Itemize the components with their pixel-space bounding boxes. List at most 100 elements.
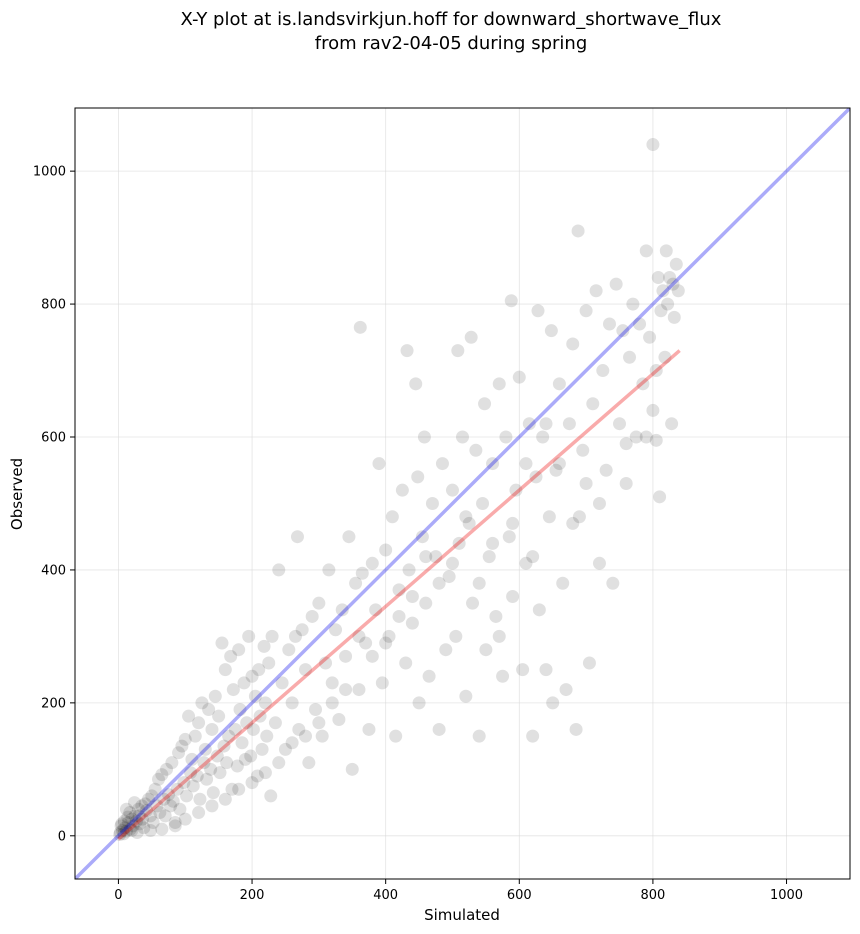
- chart-title: X-Y plot at is.landsvirkjun.hoff for dow…: [181, 9, 722, 30]
- data-point: [258, 696, 272, 710]
- data-point: [148, 782, 162, 796]
- y-tick-label: 800: [41, 298, 66, 313]
- data-point: [125, 812, 139, 826]
- data-point: [285, 696, 299, 710]
- data-point: [542, 510, 556, 524]
- data-point: [329, 623, 343, 637]
- data-point: [519, 457, 533, 471]
- data-point: [411, 470, 425, 484]
- data-point: [526, 550, 540, 564]
- data-point: [365, 649, 379, 663]
- data-point: [128, 809, 142, 823]
- data-point: [579, 477, 593, 491]
- data-point: [669, 257, 683, 271]
- data-point: [198, 742, 212, 756]
- data-point: [405, 590, 419, 604]
- data-point: [288, 629, 302, 643]
- data-point: [566, 516, 580, 530]
- data-point: [113, 825, 127, 839]
- data-point: [335, 603, 349, 617]
- data-point: [459, 510, 473, 524]
- data-point: [479, 643, 493, 657]
- data-point: [372, 457, 386, 471]
- data-point: [646, 138, 660, 152]
- data-point: [192, 716, 206, 730]
- data-point: [382, 629, 396, 643]
- data-point: [178, 732, 192, 746]
- data-point: [661, 297, 675, 311]
- data-point: [319, 656, 333, 670]
- data-point: [442, 570, 456, 584]
- data-point: [519, 556, 533, 570]
- data-point: [115, 817, 129, 831]
- data-point: [137, 821, 151, 835]
- data-point: [653, 490, 667, 504]
- data-point: [389, 729, 403, 743]
- data-point: [145, 789, 159, 803]
- data-point: [392, 609, 406, 623]
- y-tick-label: 400: [41, 563, 66, 578]
- data-point: [186, 779, 200, 793]
- data-point: [651, 270, 665, 284]
- data-point: [166, 794, 180, 808]
- data-point: [200, 772, 214, 786]
- data-point: [264, 789, 278, 803]
- data-point: [252, 663, 266, 677]
- data-point: [609, 277, 623, 291]
- data-point: [168, 816, 182, 830]
- data-point: [629, 430, 643, 444]
- data-point: [499, 430, 513, 444]
- data-point: [619, 437, 633, 451]
- data-point: [197, 756, 211, 770]
- data-point: [362, 722, 376, 736]
- data-point: [582, 656, 596, 670]
- y-tick-label: 200: [41, 696, 66, 711]
- grid: [75, 108, 850, 879]
- data-point: [238, 752, 252, 766]
- data-point: [253, 709, 267, 723]
- data-point: [419, 596, 433, 610]
- data-point: [302, 756, 316, 770]
- x-axis-ticks: 0 200 400 600 800 1000: [114, 879, 803, 903]
- data-point: [292, 722, 306, 736]
- data-point: [242, 629, 256, 643]
- data-point: [562, 417, 576, 431]
- data-point: [245, 669, 259, 683]
- data-point: [206, 786, 220, 800]
- data-point: [649, 433, 663, 447]
- data-point: [153, 806, 167, 820]
- data-point: [439, 643, 453, 657]
- data-point: [244, 749, 258, 763]
- data-point: [586, 397, 600, 411]
- data-point: [226, 683, 240, 697]
- data-point: [509, 483, 523, 497]
- chart-subtitle: from rav2-04-05 during spring: [315, 33, 588, 54]
- data-point: [222, 729, 236, 743]
- data-point: [257, 639, 271, 653]
- data-point: [268, 716, 282, 730]
- data-point: [602, 317, 616, 331]
- data-point: [235, 736, 249, 750]
- data-point: [619, 477, 633, 491]
- data-point: [224, 649, 238, 663]
- data-point: [432, 576, 446, 590]
- data-point: [152, 772, 166, 786]
- data-point: [402, 563, 416, 577]
- x-tick-label: 800: [640, 888, 665, 903]
- data-point: [202, 703, 216, 717]
- data-point: [506, 590, 520, 604]
- data-point: [205, 722, 219, 736]
- data-point: [476, 496, 490, 510]
- data-point: [132, 809, 146, 823]
- data-point: [218, 792, 232, 806]
- data-point: [155, 822, 169, 836]
- data-point: [659, 244, 673, 258]
- data-point: [572, 510, 586, 524]
- data-point: [175, 739, 189, 753]
- data-point: [616, 324, 630, 338]
- data-point: [118, 821, 132, 835]
- data-point: [126, 819, 140, 833]
- data-point: [536, 430, 550, 444]
- data-point: [138, 797, 152, 811]
- data-point: [115, 823, 129, 837]
